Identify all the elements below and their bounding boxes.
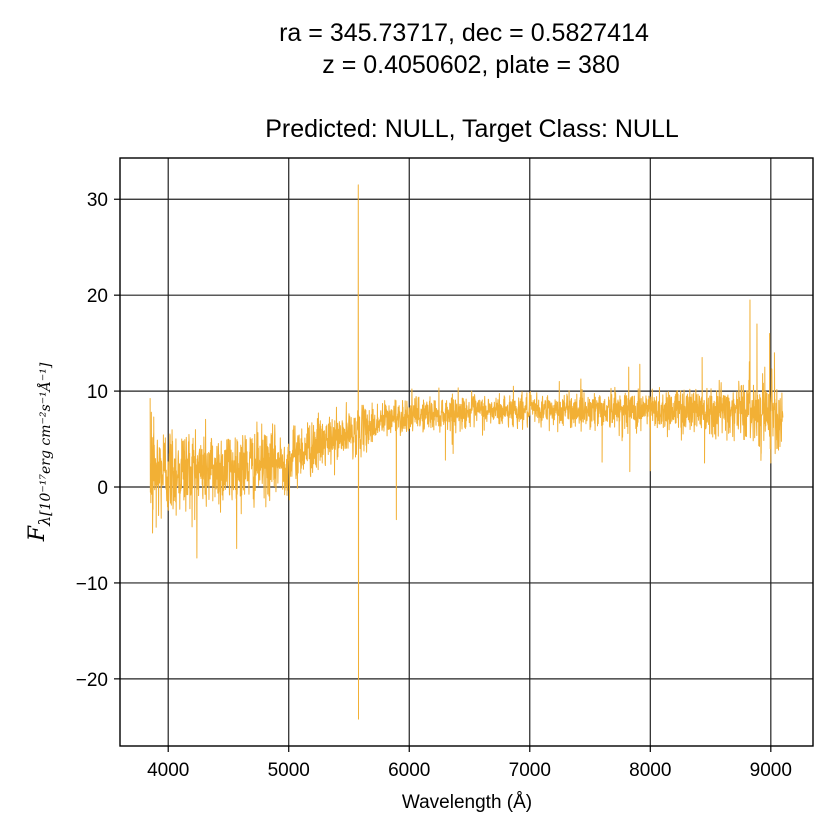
title-line-coordinates: ra = 345.73717, dec = 0.5827414 bbox=[279, 19, 649, 47]
x-tick-label: 4000 bbox=[147, 760, 189, 781]
x-tick-label: 8000 bbox=[629, 760, 671, 781]
y-tick-label: −10 bbox=[76, 574, 108, 595]
x-tick-label: 6000 bbox=[388, 760, 430, 781]
axis-ticks: 4000 5000 6000 7000 8000 9000 −20 −10 0 10 20 30 bbox=[76, 190, 792, 781]
x-tick-label: 5000 bbox=[268, 760, 310, 781]
grid bbox=[120, 158, 813, 746]
title-line-prediction: Predicted: NULL, Target Class: NULL bbox=[265, 115, 679, 143]
x-axis-label: Wavelength (Å) bbox=[402, 792, 532, 813]
spectrum-line-0 bbox=[149, 184, 784, 720]
y-axis-label-symbol: F bbox=[25, 525, 50, 542]
svg-text:Fλ[10⁻¹⁷erg cm⁻²s⁻¹Å⁻¹]: Fλ[10⁻¹⁷erg cm⁻²s⁻¹Å⁻¹] bbox=[25, 362, 54, 542]
x-tick-label: 9000 bbox=[750, 760, 792, 781]
y-axis-label-subscript: λ bbox=[35, 516, 54, 527]
plot-area bbox=[149, 184, 784, 720]
y-tick-label: 20 bbox=[87, 286, 108, 307]
y-tick-label: 0 bbox=[97, 478, 108, 499]
y-tick-label: 10 bbox=[87, 382, 108, 403]
x-tick-label: 7000 bbox=[509, 760, 551, 781]
y-axis-label: Fλ[10⁻¹⁷erg cm⁻²s⁻¹Å⁻¹] bbox=[25, 362, 54, 542]
title-line-redshift: z = 0.4050602, plate = 380 bbox=[322, 51, 619, 79]
y-tick-label: 30 bbox=[87, 190, 108, 211]
plot-frame bbox=[119, 157, 814, 747]
chart-title: ra = 345.73717, dec = 0.5827414 z = 0.40… bbox=[265, 19, 679, 143]
y-axis-label-units: [10⁻¹⁷erg cm⁻²s⁻¹Å⁻¹] bbox=[36, 362, 54, 516]
y-tick-label: −20 bbox=[76, 670, 108, 691]
